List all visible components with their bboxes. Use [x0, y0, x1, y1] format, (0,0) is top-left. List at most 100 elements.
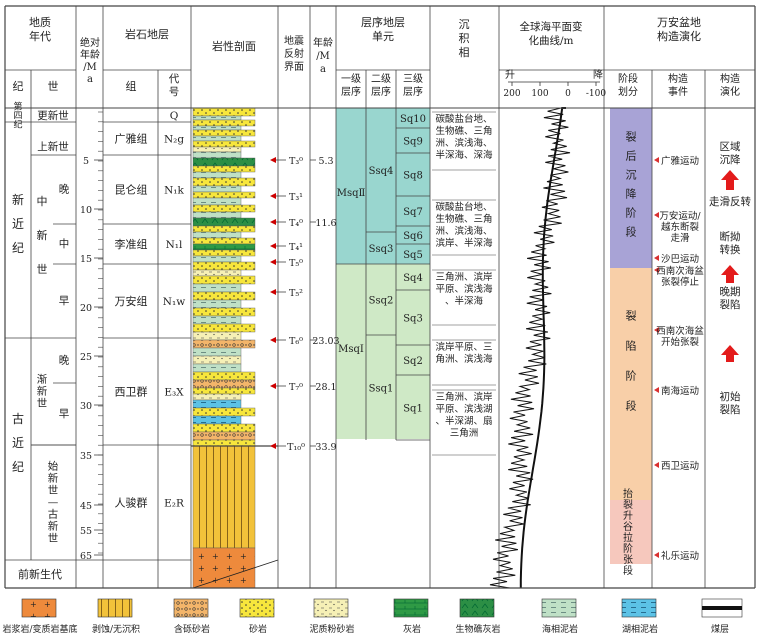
tectonic-evolution: 初始裂陷 — [720, 390, 741, 416]
legend-swatch — [173, 598, 209, 618]
tectonic-evolution: 晚期裂陷 — [720, 286, 741, 311]
event-marker — [654, 552, 659, 558]
stage-uplift: 抬裂升谷拉阶张段 — [623, 487, 633, 577]
event-marker — [654, 462, 659, 468]
legend-swatch — [621, 598, 657, 618]
third-order-seq: Sq10 — [400, 114, 426, 125]
header-lith-col: 岩性剖面 — [212, 39, 256, 53]
abs-age-tick-label: 15 — [80, 254, 92, 265]
reflector-marker — [270, 337, 276, 343]
tectonic-event: 西卫运动 — [661, 461, 699, 472]
legend-label: 岩浆岩/变质岩基底 — [2, 623, 77, 635]
period-neogene: 新近纪 — [12, 192, 24, 255]
event-marker — [654, 157, 659, 163]
epoch-middle-miocene: 中 — [59, 237, 70, 250]
sea-fall-label: 降 — [593, 68, 603, 81]
header-litho: 岩石地层 — [125, 27, 169, 41]
abs-age-tick-label: 65 — [80, 551, 92, 562]
second-order-seq: Ssq2 — [369, 296, 394, 307]
formation-name: 广雅组 — [115, 132, 148, 146]
facies-text: 三角洲、滨岸平原、滨浅海、半深海 — [435, 271, 493, 307]
second-order-seq: Ssq1 — [369, 384, 394, 395]
reflector-label: T₄⁰ — [289, 218, 303, 229]
reflector-marker — [270, 193, 276, 199]
third-order-seq: Sq9 — [403, 137, 423, 148]
abs-age-tick-label: 55 — [80, 526, 92, 537]
reflector-marker — [270, 383, 276, 389]
lithology-column — [192, 107, 279, 589]
header-era: 地质年代 — [29, 16, 51, 43]
legend-swatch — [541, 598, 577, 618]
reflector-label: T₃⁰ — [289, 156, 303, 167]
tectonic-event: 西南次海盆 — [656, 325, 704, 337]
abs-age-tick-label: 35 — [80, 451, 92, 462]
reflector-label: T₅⁰ — [289, 258, 303, 269]
abs-age-tick-label: 30 — [80, 401, 92, 412]
formation-code: E₂R — [164, 498, 185, 510]
formation-code: N₁w — [163, 296, 185, 308]
legend-label: 剥蚀/无沉积 — [92, 623, 140, 635]
formation-name: 万安组 — [115, 294, 148, 308]
tectonic-event: 越东断裂 — [661, 221, 700, 233]
legend-label: 煤层 — [711, 623, 729, 635]
second-order-seq: Ssq3 — [369, 244, 394, 255]
header-facies: 沉积相 — [459, 18, 470, 59]
header-seq: 层序地层单元 — [361, 15, 405, 43]
legend-label: 含砾砂岩 — [174, 623, 210, 635]
facies-text: 滨岸平原、三角洲、滨浅海 — [435, 341, 493, 365]
reflector-age: 28.1 — [315, 382, 336, 393]
epoch-miocene: 中新世 — [37, 195, 48, 276]
facies-text: 碳酸盐台地、生物礁、三角洲、滨浅海、滨岸、半深海 — [435, 201, 493, 249]
header-age-ma: 年龄/M a — [313, 36, 333, 75]
epoch-early-miocene: 早 — [59, 295, 70, 307]
epoch-oligocene: 渐新世 — [37, 372, 48, 409]
tectonic-event: 走滑 — [670, 233, 690, 244]
reflector-marker — [270, 259, 276, 265]
tectonic-event: 万安运动/ — [659, 210, 701, 222]
header-seismic: 地震反射界面 — [284, 34, 304, 73]
reflector-marker — [270, 219, 276, 225]
reflector-age: 23.03 — [312, 336, 339, 347]
legend-label: 海相泥岩 — [542, 623, 578, 635]
legend-swatch — [239, 598, 275, 618]
event-marker — [654, 267, 659, 273]
sea-level-long-term-curve — [519, 107, 566, 588]
second-order-seq: Ssq4 — [369, 166, 394, 177]
reflector-label: T₄¹ — [289, 242, 303, 253]
reflector-label: T₅² — [289, 288, 303, 299]
legend-swatch — [97, 598, 133, 618]
header-tect: 万安盆地构造演化 — [657, 15, 701, 43]
third-order-seq: Sq7 — [403, 207, 423, 218]
reflector-age: 11.6 — [315, 218, 336, 229]
third-order-seq: Sq3 — [403, 314, 423, 325]
up-arrow-icon — [721, 345, 739, 362]
sea-tick-label: 0 — [565, 89, 571, 99]
facies-text: 碳酸盐台地、生物礁、三角洲、滨浅海、半深海、深海 — [435, 113, 493, 161]
period-quaternary: 第四纪 — [13, 101, 22, 131]
reflector-marker — [270, 289, 276, 295]
legend-label: 生物礁灰岩 — [455, 623, 500, 635]
reflector-age: 33.9 — [315, 442, 336, 453]
header-seq2: 二级层序 — [371, 73, 391, 98]
sea-tick-label: -100 — [586, 89, 606, 99]
first-order-seq-1: MsqⅠ — [338, 344, 364, 355]
period-paleogene: 古近纪 — [12, 411, 24, 474]
reflector-label: T₆⁰ — [289, 336, 303, 347]
tectonic-event: 广雅运动 — [661, 155, 699, 167]
legend-swatch — [459, 598, 495, 618]
header-abs-age: 绝对年龄/M a — [80, 36, 100, 85]
header-event: 构造事件 — [668, 72, 688, 98]
legend-swatch — [393, 598, 429, 618]
tectonic-evolution: 区域沉降 — [720, 140, 741, 166]
up-arrow-icon — [721, 170, 739, 190]
sea-tick-label: 200 — [503, 89, 520, 99]
tectonic-event: 沙巴运动 — [661, 254, 699, 265]
legend-label: 砂岩 — [249, 623, 267, 635]
epoch-early-oligocene: 早 — [59, 408, 70, 420]
formation-code: E₃X — [164, 387, 184, 399]
abs-age-tick-label: 20 — [80, 303, 92, 314]
sea-rise-label: 升 — [505, 69, 515, 81]
tectonic-evolution: 走滑反转 — [709, 195, 751, 208]
stage-post-rift: 裂后沉降阶段 — [626, 130, 637, 238]
epoch-pliocene: 上新世 — [37, 140, 69, 153]
